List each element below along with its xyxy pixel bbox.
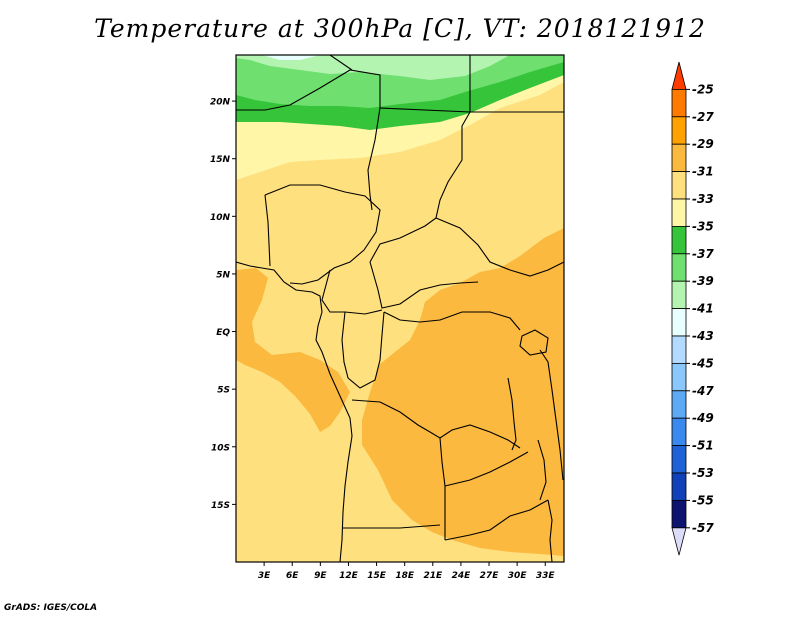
lat-tick-label: 5S [217,386,230,396]
colorbar-label: -55 [692,493,714,507]
colorbar: -25 -27 -29 -31 -33 -35 -37 -39 -41 -43 -45 -47 -49 -… [671,61,714,556]
map-title: Temperature at 300hPa [C], VT: 201812191… [94,14,706,43]
colorbar-swatch [671,198,687,227]
lat-tick-label: 15S [211,501,230,511]
benin-border [264,194,271,267]
colorbar-label: -53 [692,466,714,480]
colorbar-swatch [671,280,687,310]
country-borders [236,55,564,562]
colorbar-swatch [671,116,687,145]
colorbar-swatch [671,253,687,282]
colorbar-label: -41 [692,302,714,316]
colorbar-label: -39 [692,274,714,288]
colorbar-swatch [671,445,687,474]
mozambique-border [547,499,553,562]
namibia-border [343,524,441,529]
colorbar-swatch [671,499,687,529]
east-coastline [539,349,564,481]
colorbar-swatch [671,362,687,392]
longitude-axis: 3E 6E 9E 12E 15E 18E 21E 24E 27E 30E 33E [258,562,556,581]
band-41-39 [236,55,510,80]
colorbar-label: -47 [692,384,714,398]
lat-tick-label: 10N [210,213,231,223]
colorbar-label: -35 [692,219,714,233]
band-43-41 [262,55,320,60]
lon-tick-label: 15E [367,571,387,581]
colorbar-label: -43 [692,329,714,343]
colorbar-label: -25 [692,82,714,96]
lat-tick-label: EQ [216,328,230,338]
chad-border [369,111,471,263]
colorbar-bottom-arrow [671,527,687,556]
drc-border [383,311,521,331]
colorbar-label: -45 [692,356,714,370]
lon-tick-label: 24E [452,571,472,581]
west-africa-coastline [236,261,353,562]
colorbar-swatch [671,390,687,419]
lake-victoria [519,329,549,356]
algeria-mali-border [329,55,353,71]
cameroon-border [321,269,383,315]
lon-tick-label: 30E [508,571,528,581]
colorbar-swatch [671,143,687,172]
colorbar-label: -27 [692,110,714,124]
band-31-29-east [362,228,564,556]
colorbar-swatch [671,89,687,118]
lon-tick-label: 6E [286,571,299,581]
lake-malawi [537,439,547,501]
lon-tick-label: 18E [395,571,415,581]
zimbabwe-border [444,499,549,541]
car-border [369,261,479,309]
lat-tick-label: 15N [210,155,231,165]
map-frame [235,54,565,563]
temperature-field [236,55,564,562]
colorbar-swatch [671,335,687,364]
lat-tick-label: 20N [210,98,231,108]
colorbar-swatch [671,171,687,200]
colorbar-top-arrow [671,61,687,90]
colorbar-label: -51 [692,439,714,453]
niger-border [236,69,381,211]
lon-tick-label: 21E [423,571,443,581]
lon-tick-label: 33E [536,571,556,581]
chad-libya-border [379,107,471,113]
lon-tick-label: 27E [480,571,500,581]
lon-tick-label: 12E [339,571,359,581]
lake-tanganyika [507,377,517,451]
colorbar-swatch [671,308,687,337]
colorbar-label: -33 [692,192,714,206]
nigeria-border [264,184,381,285]
latitude-axis: 20N 15N 10N 5N EQ 5S 10S 15S [210,98,236,511]
band-31-29-west [236,268,350,432]
colorbar-label: -29 [692,137,714,151]
colorbar-swatch [671,225,687,255]
colorbar-swatch [671,472,687,501]
colorbar-label: -49 [692,411,714,425]
colorbar-label: -37 [692,247,714,261]
lon-tick-label: 3E [258,571,271,581]
colorbar-swatch [671,417,687,447]
lon-tick-label: 9E [314,571,327,581]
grads-credit: GrADS: IGES/COLA [4,603,98,613]
lat-tick-label: 10S [211,443,230,453]
zambia-border [444,451,529,487]
colorbar-label: -57 [692,521,714,535]
congo-border [341,311,385,389]
sudan-south-border [435,217,564,277]
colorbar-label: -31 [692,165,714,179]
lat-tick-label: 5N [216,270,230,280]
